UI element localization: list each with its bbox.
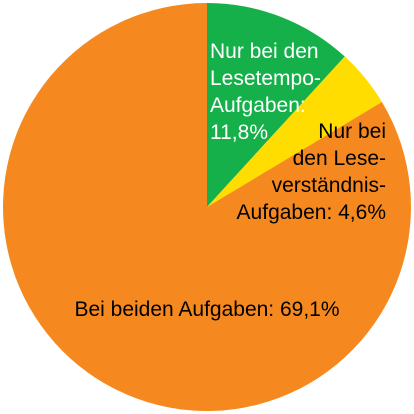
slice-label-1: Nur bei den Lesetempo- Aufgaben: 11,8% xyxy=(210,40,321,144)
slice-label-line: Lesetempo- xyxy=(210,67,321,90)
slice-label-line: 11,8% xyxy=(210,121,268,144)
slice-label-3: Bei beiden Aufgaben: 69,1% xyxy=(74,298,339,321)
slice-label-line: verständnis- xyxy=(272,174,386,197)
pie-labels: Nur bei den Lesetempo-Aufgaben: 11,8% Nur b… xyxy=(74,40,386,321)
pie-slices xyxy=(3,3,411,411)
slice-label-line: den Lese- xyxy=(293,147,386,170)
slice-label-line: Aufgaben: xyxy=(210,94,306,117)
slice-label-line: Aufgaben: 4,6% xyxy=(237,201,386,224)
pie-slice-3 xyxy=(3,3,411,411)
pie-slice-1 xyxy=(207,3,345,207)
slice-label-line: Nur bei den xyxy=(210,40,319,63)
slice-label-line: Nur bei xyxy=(318,120,386,143)
pie-slice-2 xyxy=(207,56,382,207)
slice-label-line: Bei beiden Aufgaben: 69,1% xyxy=(74,298,339,321)
slice-label-2: Nur bei den Lese-verständnis- Aufgaben: 4,… xyxy=(237,120,386,224)
